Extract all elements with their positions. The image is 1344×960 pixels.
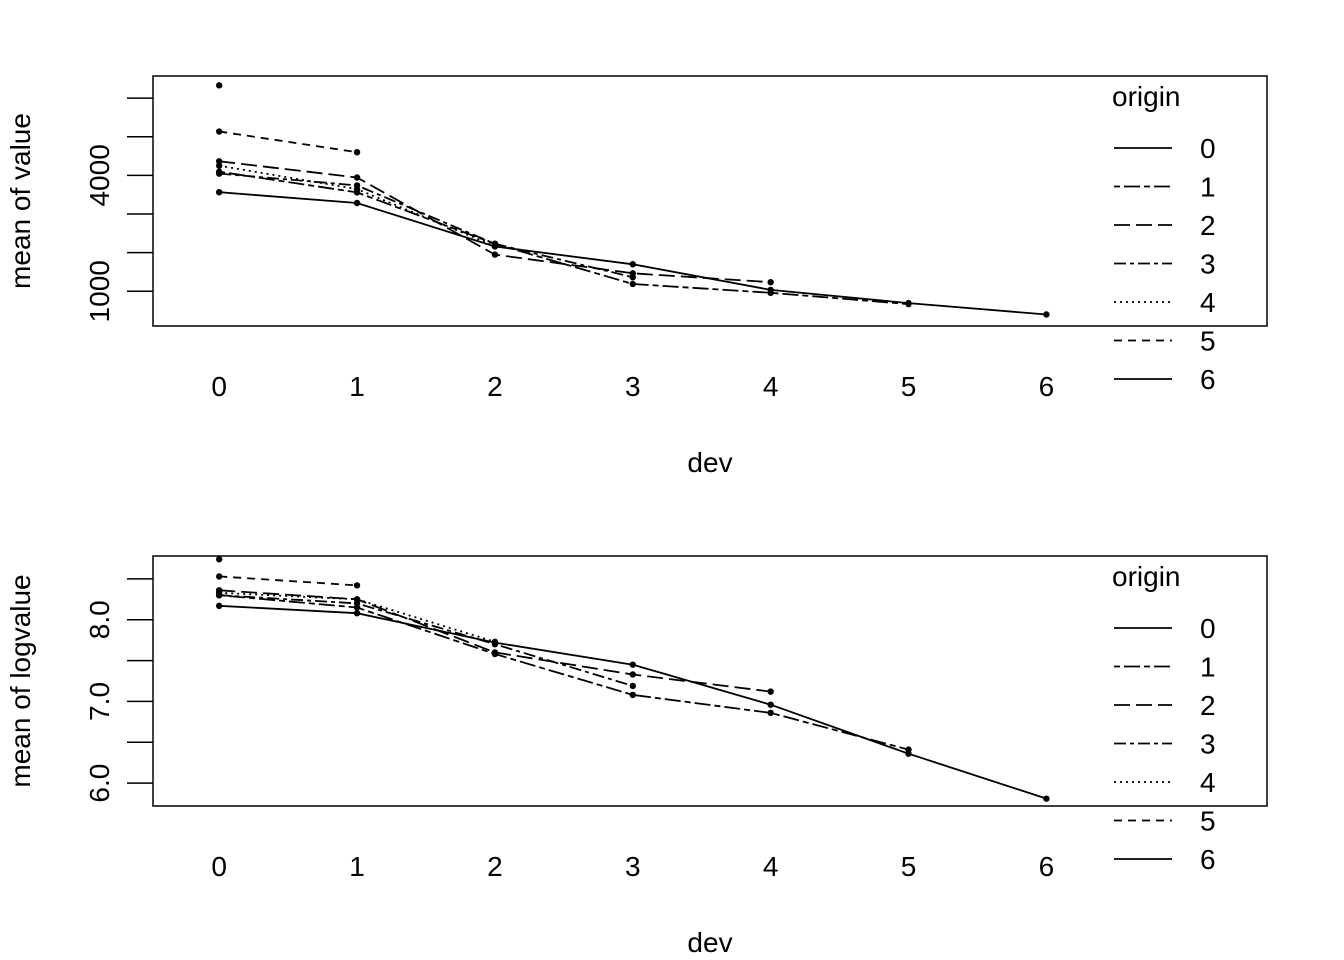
data-point-origin-1 (767, 709, 774, 717)
data-point-origin-0 (629, 261, 636, 268)
data-point-origin-5 (353, 148, 361, 156)
data-point-origin-5 (215, 573, 223, 580)
series-points (215, 556, 1050, 802)
y-axis-ticks: 6.0 7.0 8.0 (84, 578, 153, 803)
legend-label-6: 6 (1200, 844, 1216, 875)
data-point-origin-1 (767, 289, 774, 297)
legend: origin 0 1 2 3 4 5 6 (1112, 81, 1216, 395)
legend-label-0: 0 (1200, 613, 1216, 644)
data-point-origin-0 (767, 701, 774, 708)
series-line-origin-5 (219, 130, 358, 154)
legend-label-2: 2 (1200, 690, 1216, 721)
plot-box (152, 75, 1268, 327)
x-tick-label: 0 (211, 371, 227, 402)
x-axis-ticks: 0 1 2 3 4 5 6 (211, 371, 1054, 402)
data-point-origin-2 (767, 688, 774, 695)
x-tick-label: 6 (1039, 371, 1055, 402)
plot-box (152, 555, 1268, 807)
data-point-origin-2 (767, 279, 774, 286)
series-line-origin-1 (219, 170, 909, 305)
y-axis-label: mean of logvalue (5, 574, 36, 787)
x-tick-label: 2 (487, 371, 503, 402)
legend-label-3: 3 (1200, 249, 1216, 280)
series-points (215, 82, 1050, 318)
y-axis-ticks: 1000 4000 (84, 97, 153, 322)
data-point-origin-4 (215, 589, 223, 596)
data-point-origin-1 (629, 280, 636, 288)
data-point-origin-2 (353, 174, 361, 181)
series-line-origin-1 (219, 594, 909, 751)
y-tick-label: 6.0 (84, 764, 115, 803)
data-point-origin-2 (629, 671, 636, 678)
x-axis-ticks: 0 1 2 3 4 5 6 (211, 851, 1054, 882)
y-tick-label: 1000 (84, 260, 115, 322)
data-point-origin-5 (353, 582, 361, 589)
x-tick-label: 5 (901, 851, 917, 882)
x-tick-label: 4 (763, 371, 779, 402)
x-tick-label: 5 (901, 371, 917, 402)
y-axis-label: mean of value (5, 113, 36, 289)
bottom-panel: 0 1 2 3 4 5 6 6.0 7.0 8.0 dev mean of logvalue o… (5, 555, 1268, 958)
legend-label-1: 1 (1200, 652, 1216, 683)
legend: origin 0 1 2 3 4 5 6 (1112, 561, 1216, 875)
top-panel: 0 1 2 3 4 5 6 1000 4000 dev mean of value origi… (5, 75, 1268, 478)
x-axis-label: dev (687, 927, 732, 958)
data-point-origin-4 (491, 242, 499, 250)
data-point-origin-0 (353, 199, 361, 207)
data-point-origin-0 (1043, 311, 1050, 318)
data-point-origin-0 (215, 188, 223, 196)
data-point-origin-0 (1043, 795, 1050, 802)
data-point-origin-3 (629, 273, 636, 281)
data-point-origin-5 (215, 128, 223, 135)
x-tick-label: 3 (625, 851, 641, 882)
x-tick-label: 4 (763, 851, 779, 882)
x-tick-label: 1 (349, 851, 365, 882)
data-point-origin-4 (353, 596, 361, 603)
data-point-origin-0 (353, 609, 361, 617)
legend-title: origin (1112, 561, 1180, 592)
series-line-origin-2 (219, 160, 771, 284)
legend-label-4: 4 (1200, 767, 1216, 798)
data-point-origin-6 (215, 82, 223, 89)
legend-label-5: 5 (1200, 326, 1216, 357)
series-line-origin-0 (219, 604, 1047, 800)
legend-label-1: 1 (1200, 172, 1216, 203)
series-line-origin-4 (219, 591, 496, 643)
series-line-origin-5 (219, 575, 358, 587)
data-point-origin-3 (629, 682, 636, 690)
x-tick-label: 2 (487, 851, 503, 882)
legend-label-4: 4 (1200, 287, 1216, 318)
series-line-origin-3 (219, 594, 634, 687)
data-point-origin-0 (215, 602, 223, 610)
x-axis-label: dev (687, 447, 732, 478)
data-point-origin-3 (215, 170, 223, 177)
data-point-origin-1 (905, 746, 912, 753)
x-tick-label: 1 (349, 371, 365, 402)
legend-label-6: 6 (1200, 364, 1216, 395)
data-point-origin-4 (491, 638, 499, 645)
series-line-origin-0 (219, 191, 1047, 316)
x-tick-label: 3 (625, 371, 641, 402)
legend-label-3: 3 (1200, 729, 1216, 760)
legend-label-5: 5 (1200, 806, 1216, 837)
x-tick-label: 6 (1039, 851, 1055, 882)
data-point-origin-2 (491, 649, 499, 656)
data-point-origin-0 (629, 661, 636, 668)
data-point-origin-2 (215, 158, 223, 165)
data-point-origin-1 (905, 300, 912, 308)
data-point-origin-6 (215, 556, 223, 563)
data-point-origin-2 (491, 251, 499, 258)
data-point-origin-1 (629, 691, 636, 699)
y-tick-label: 7.0 (84, 682, 115, 721)
legend-label-2: 2 (1200, 210, 1216, 241)
y-tick-label: 8.0 (84, 600, 115, 639)
legend-label-0: 0 (1200, 133, 1216, 164)
data-point-origin-4 (353, 185, 361, 193)
legend-title: origin (1112, 81, 1180, 112)
y-tick-label: 4000 (84, 144, 115, 206)
data-point-origin-4 (215, 162, 223, 169)
x-tick-label: 0 (211, 851, 227, 882)
